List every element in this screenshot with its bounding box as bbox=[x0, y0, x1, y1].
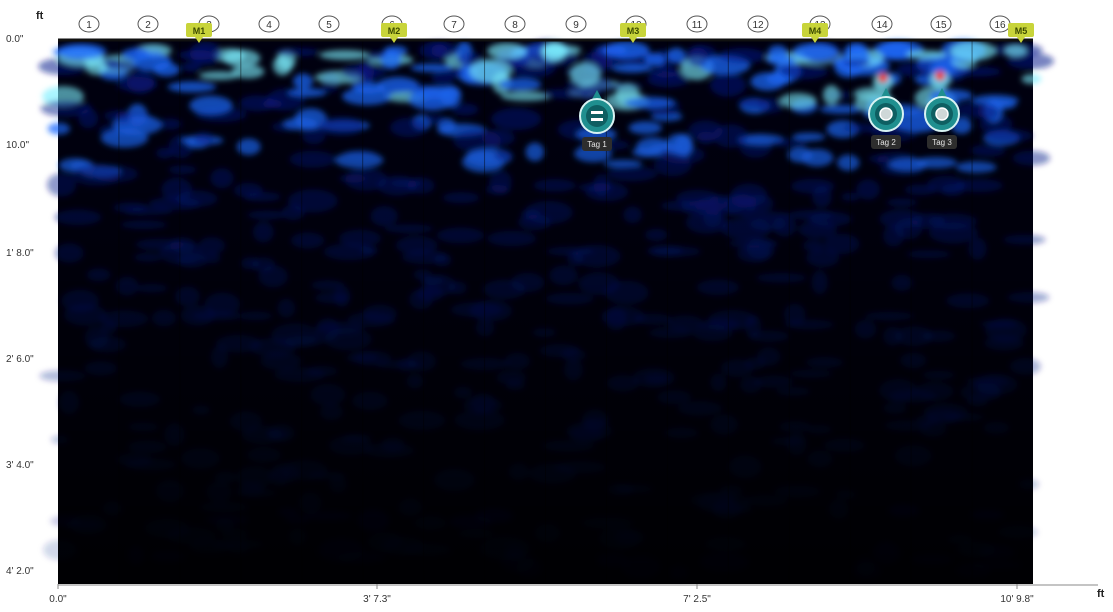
marker-m4[interactable]: M4 bbox=[802, 23, 828, 43]
tag-pointer bbox=[936, 88, 948, 99]
marker-flag bbox=[186, 23, 212, 37]
marker-label: M4 bbox=[809, 26, 822, 36]
scan-line-2[interactable]: 2 bbox=[137, 15, 159, 33]
distance-tick-label: 7' 2.5" bbox=[683, 594, 711, 605]
scan-line-number: 14 bbox=[876, 20, 888, 31]
scan-line-14[interactable]: 14 bbox=[871, 15, 893, 33]
marker-label: M1 bbox=[193, 26, 206, 36]
scan-line-7[interactable]: 7 bbox=[443, 15, 465, 33]
distance-unit-label: ft bbox=[1097, 588, 1105, 600]
scan-line-1[interactable]: 1 bbox=[78, 15, 100, 33]
marker-flag bbox=[1008, 23, 1034, 37]
marker-pointer bbox=[1017, 37, 1025, 43]
depth-unit-label: ft bbox=[36, 10, 44, 22]
scan-line-number: 4 bbox=[266, 20, 272, 31]
tag-2[interactable]: Tag 2 bbox=[868, 88, 904, 149]
marker-label: M2 bbox=[388, 26, 401, 36]
distance-tick-label: 0.0" bbox=[49, 594, 67, 605]
scan-line-8[interactable]: 8 bbox=[504, 15, 526, 33]
scan-line-number: 16 bbox=[994, 20, 1006, 31]
scan-line-12[interactable]: 12 bbox=[747, 15, 769, 33]
scan-line-number: 12 bbox=[752, 20, 764, 31]
tag-pointer bbox=[591, 90, 603, 101]
depth-tick-label: 0.0" bbox=[6, 34, 24, 45]
tag-label: Tag 2 bbox=[876, 138, 896, 147]
tag-label: Tag 1 bbox=[587, 140, 607, 149]
scan-line-15[interactable]: 15 bbox=[930, 15, 952, 33]
depth-tick-label: 2' 6.0" bbox=[6, 354, 34, 365]
marker-pointer bbox=[195, 37, 203, 43]
scan-line-circle bbox=[565, 15, 587, 33]
scan-line-number: 11 bbox=[692, 20, 703, 31]
scan-line-circle bbox=[78, 15, 100, 33]
depth-attenuation bbox=[58, 40, 1033, 584]
marker-m3[interactable]: M3 bbox=[620, 23, 646, 43]
scan-line-circle bbox=[443, 15, 465, 33]
scan-line-number: 9 bbox=[573, 20, 579, 31]
scan-line-number: 2 bbox=[145, 20, 151, 31]
depth-tick-label: 4' 2.0" bbox=[6, 566, 34, 577]
marker-flag bbox=[381, 23, 407, 37]
tag-3[interactable]: Tag 3 bbox=[924, 88, 960, 149]
scan-line-circle bbox=[686, 15, 708, 33]
equals-icon bbox=[591, 111, 603, 121]
scan-line-number: 15 bbox=[935, 20, 947, 31]
scan-line-5[interactable]: 5 bbox=[318, 15, 340, 33]
marker-flag bbox=[802, 23, 828, 37]
scan-line-4[interactable]: 4 bbox=[258, 15, 280, 33]
radargram[interactable] bbox=[38, 39, 1054, 584]
scan-overlays: 12345678910111213141516M1M2M3M4M5Tag 1Ta… bbox=[78, 15, 1034, 151]
depth-tick-label: 1' 8.0" bbox=[6, 248, 34, 259]
scan-line-9[interactable]: 9 bbox=[565, 15, 587, 33]
depth-tick-label: 10.0" bbox=[6, 140, 30, 151]
axis-lines bbox=[57, 38, 1098, 589]
tag-label-box bbox=[871, 135, 901, 149]
scan-line-number: 8 bbox=[512, 20, 518, 31]
tag-core bbox=[586, 105, 608, 127]
tag-label: Tag 3 bbox=[932, 138, 952, 147]
marker-flag bbox=[620, 23, 646, 37]
depth-tick-label: 3' 4.0" bbox=[6, 460, 34, 471]
distance-tick-label: 10' 9.8" bbox=[1000, 594, 1034, 605]
tag-pointer bbox=[880, 88, 892, 99]
tag-label-box bbox=[582, 137, 612, 151]
scan-line-circle bbox=[930, 15, 952, 33]
distance-tick-label: 3' 7.3" bbox=[363, 594, 391, 605]
marker-label: M5 bbox=[1015, 26, 1028, 36]
scan-line-circle bbox=[258, 15, 280, 33]
marker-pointer bbox=[390, 37, 398, 43]
scan-line-circle bbox=[137, 15, 159, 33]
scan-line-circle bbox=[747, 15, 769, 33]
circle-icon bbox=[879, 107, 893, 121]
marker-m1[interactable]: M1 bbox=[186, 23, 212, 43]
scan-line-16[interactable]: 16 bbox=[989, 15, 1011, 33]
scan-line-circle bbox=[318, 15, 340, 33]
scan-line-number: 5 bbox=[326, 20, 332, 31]
scan-line-number: 7 bbox=[451, 20, 457, 31]
scan-line-11[interactable]: 11 bbox=[686, 15, 708, 33]
marker-pointer bbox=[629, 37, 637, 43]
scan-line-circle bbox=[871, 15, 893, 33]
circle-icon bbox=[935, 107, 949, 121]
tag-1[interactable]: Tag 1 bbox=[579, 90, 615, 151]
marker-m5[interactable]: M5 bbox=[1008, 23, 1034, 43]
marker-pointer bbox=[811, 37, 819, 43]
scan-line-circle bbox=[504, 15, 526, 33]
tag-label-box bbox=[927, 135, 957, 149]
marker-m2[interactable]: M2 bbox=[381, 23, 407, 43]
scan-line-number: 1 bbox=[86, 20, 92, 31]
marker-label: M3 bbox=[627, 26, 640, 36]
